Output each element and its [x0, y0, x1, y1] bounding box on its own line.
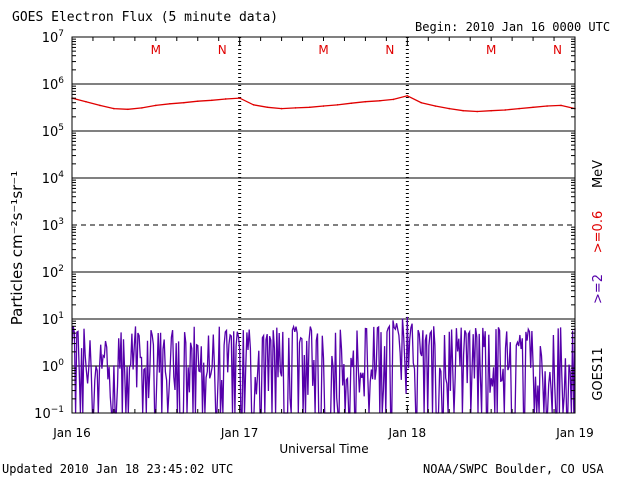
plot-frame — [71, 36, 576, 414]
data-point-low — [420, 101, 423, 104]
series-line-low — [71, 95, 576, 113]
data-point-low — [266, 106, 269, 109]
satellite-label: GOES11 — [591, 347, 606, 400]
data-point-low — [113, 107, 115, 110]
chart-title: GOES Electron Flux (5 minute data) — [12, 10, 278, 25]
credit: NOAA/SWPC Boulder, CO USA — [423, 462, 604, 476]
data-point-low — [294, 107, 297, 109]
data-point-low — [364, 100, 367, 103]
y-tick-label: 10−1 — [34, 405, 64, 422]
data-point-low — [182, 101, 185, 104]
midnight-marker: N — [218, 43, 227, 57]
noon-marker: M — [151, 43, 161, 57]
data-point-low — [196, 100, 199, 103]
data-point-low — [350, 102, 353, 105]
y-tick-label: 102 — [42, 264, 64, 281]
data-point-low — [210, 99, 213, 102]
series-high-channel — [71, 316, 576, 414]
data-point-low — [532, 106, 534, 109]
x-tick-labels: Jan 16 Jan 17 Jan 18 Jan 19 — [52, 426, 594, 440]
chart-gridlines — [72, 37, 575, 413]
data-point-low — [322, 105, 325, 107]
data-point-low — [252, 104, 255, 106]
x-tick-label: Jan 16 — [52, 426, 91, 440]
x-tick-label: Jan 19 — [555, 426, 594, 440]
data-point-low — [141, 107, 143, 109]
data-point-low — [434, 105, 437, 107]
data-point-low — [490, 109, 492, 112]
data-point-low — [99, 104, 101, 107]
data-point-low — [560, 104, 562, 107]
y-axis-label: Particles cm⁻²s⁻¹sr⁻¹ — [8, 171, 26, 325]
series-line-high — [71, 316, 576, 414]
x-axis-label: Universal Time — [279, 442, 368, 456]
data-point-low — [85, 100, 87, 103]
midnight-marker: N — [553, 43, 562, 57]
data-point-low — [392, 98, 395, 101]
y-tick-label: 106 — [42, 76, 65, 93]
y-tick-label: 104 — [42, 170, 65, 187]
y-tick-label: 107 — [42, 29, 64, 46]
series-low-channel — [71, 95, 576, 113]
data-point-low — [155, 104, 157, 107]
data-point-low — [546, 105, 548, 107]
data-point-low — [476, 110, 478, 113]
data-point-low — [238, 97, 241, 99]
y-tick-label: 100 — [42, 358, 65, 375]
y-tick-label: 101 — [42, 311, 64, 328]
low-channel-label: >=0.6 — [591, 211, 606, 253]
data-point-low — [462, 109, 465, 112]
begin-time: Begin: 2010 Jan 16 0000 UTC — [415, 20, 610, 34]
data-point-low — [378, 99, 381, 102]
unit-label: MeV — [591, 160, 606, 188]
data-point-low — [504, 109, 506, 111]
noon-marker: M — [318, 43, 328, 57]
data-point-low — [308, 106, 311, 109]
data-point-low — [336, 104, 339, 106]
y-tick-label: 105 — [42, 123, 64, 140]
midnight-marker: N — [385, 43, 394, 57]
data-point-low — [224, 98, 227, 100]
data-point-low — [518, 107, 520, 110]
y-tick-labels: 107 106 105 104 103 102 101 100 10−1 — [34, 29, 64, 422]
y-tick-label: 103 — [42, 217, 64, 234]
data-point-low — [448, 107, 451, 110]
x-tick-label: Jan 18 — [388, 426, 427, 440]
x-tick-label: Jan 17 — [220, 426, 259, 440]
data-point-low — [280, 107, 283, 110]
data-point-low — [127, 108, 129, 111]
noon-marker: M — [486, 43, 496, 57]
data-point-low — [406, 95, 409, 97]
updated-time: Updated 2010 Jan 18 23:45:02 UTC — [2, 462, 233, 476]
data-point-low — [169, 102, 171, 105]
high-channel-label: >=2 — [591, 274, 606, 304]
